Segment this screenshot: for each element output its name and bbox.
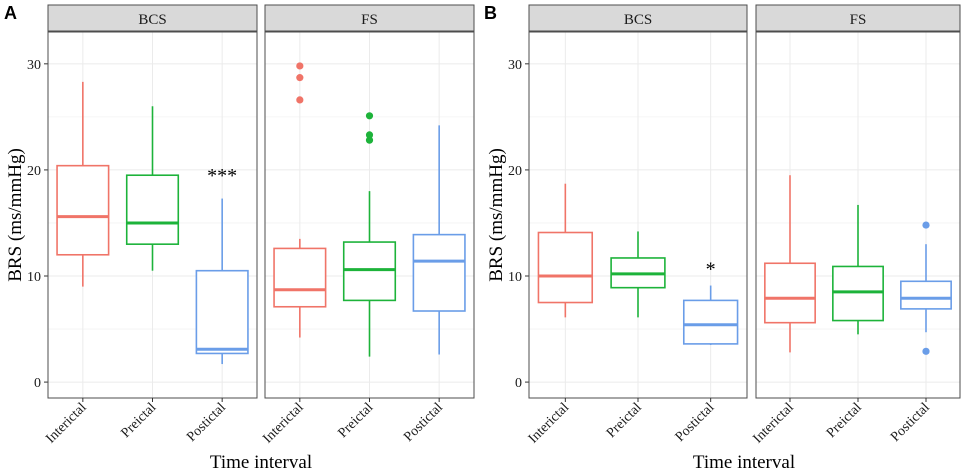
x-tick-label: Preictal bbox=[604, 400, 645, 441]
box-interictal bbox=[56, 81, 110, 287]
box-interictal bbox=[537, 183, 594, 318]
x-tick-label: Preictal bbox=[118, 400, 159, 441]
significance-annotation: *** bbox=[207, 165, 237, 187]
y-tick-label: 10 bbox=[508, 270, 522, 285]
box-postictal bbox=[900, 221, 952, 355]
x-tick-label: Preictal bbox=[335, 400, 376, 441]
box-body bbox=[900, 280, 952, 310]
outlier-point bbox=[365, 112, 374, 120]
significance-annotation: * bbox=[706, 258, 716, 280]
x-tick-label: Postictal bbox=[673, 400, 718, 445]
y-tick-label: 30 bbox=[508, 58, 522, 73]
box-body bbox=[273, 247, 327, 308]
y-tick-label: 20 bbox=[508, 164, 522, 179]
box-interictal bbox=[273, 62, 327, 338]
outlier-point bbox=[922, 221, 930, 229]
x-tick-label: Interictal bbox=[43, 400, 89, 446]
panel-label: B bbox=[484, 3, 497, 23]
x-tick-label: Interictal bbox=[526, 400, 572, 446]
outlier-point bbox=[365, 131, 374, 139]
y-tick-label: 20 bbox=[27, 164, 41, 179]
box-body bbox=[125, 174, 180, 245]
x-tick-label: Interictal bbox=[260, 400, 306, 446]
box-body bbox=[342, 241, 397, 302]
facet-strip-label: BCS bbox=[624, 12, 652, 28]
x-tick-label: Postictal bbox=[888, 400, 933, 445]
facet-strip-label: FS bbox=[361, 12, 378, 28]
box-interictal bbox=[764, 175, 816, 353]
box-body bbox=[537, 231, 594, 304]
x-tick-label: Postictal bbox=[184, 400, 229, 445]
box-body bbox=[412, 233, 466, 312]
outlier-point bbox=[365, 136, 374, 144]
box-postictal bbox=[682, 285, 739, 345]
box-preictal bbox=[342, 112, 397, 357]
box-postictal bbox=[195, 198, 249, 365]
facet-BCS: BCS *** Interictal Preictal Postictal bbox=[43, 4, 258, 447]
facet-strip bbox=[755, 4, 961, 32]
box-preictal bbox=[610, 231, 666, 318]
box-preictal bbox=[832, 204, 884, 335]
outlier-point bbox=[296, 62, 304, 70]
x-tick-label: Postictal bbox=[401, 400, 446, 445]
outlier-point bbox=[922, 347, 930, 355]
x-tick-label: Preictal bbox=[824, 400, 865, 441]
box-body bbox=[195, 269, 249, 355]
box-preictal bbox=[125, 106, 180, 271]
facet-FS: FS Interictal Preictal Postictal bbox=[750, 4, 961, 447]
facet-strip-label: BCS bbox=[138, 12, 166, 28]
y-axis-title: BRS (ms/mmHg) bbox=[486, 148, 507, 282]
y-tick-label: 0 bbox=[34, 376, 41, 391]
x-tick-label: Interictal bbox=[750, 400, 796, 446]
facet-strip bbox=[264, 4, 475, 32]
facet-strip bbox=[47, 4, 258, 32]
y-axis-title: BRS (ms/mmHg) bbox=[5, 148, 26, 282]
box-body bbox=[832, 265, 884, 322]
panel-label: A bbox=[4, 3, 17, 23]
y-tick-label: 30 bbox=[27, 58, 41, 73]
facet-FS: FS Interictal Preictal Postictal bbox=[260, 4, 475, 447]
facet-strip bbox=[528, 4, 748, 32]
x-axis-title: Time interval bbox=[693, 452, 795, 472]
box-body bbox=[56, 164, 110, 256]
x-axis-title: Time interval bbox=[210, 452, 312, 472]
outlier-point bbox=[296, 74, 304, 82]
box-postictal bbox=[412, 125, 466, 355]
panel-A: A BRS (ms/mmHg) Time interval 0 10 20 30 BCS ***… bbox=[4, 3, 475, 472]
y-tick-label: 0 bbox=[515, 376, 522, 391]
facet-BCS: BCS * Interictal Preictal Postictal bbox=[526, 4, 748, 447]
y-tick-label: 10 bbox=[27, 270, 41, 285]
box-body bbox=[764, 262, 816, 324]
box-body bbox=[682, 299, 739, 345]
facet-strip-label: FS bbox=[850, 12, 867, 28]
panel-B: B BRS (ms/mmHg) Time interval 0 10 20 30 BCS * In… bbox=[484, 3, 961, 472]
outlier-point bbox=[296, 96, 304, 104]
